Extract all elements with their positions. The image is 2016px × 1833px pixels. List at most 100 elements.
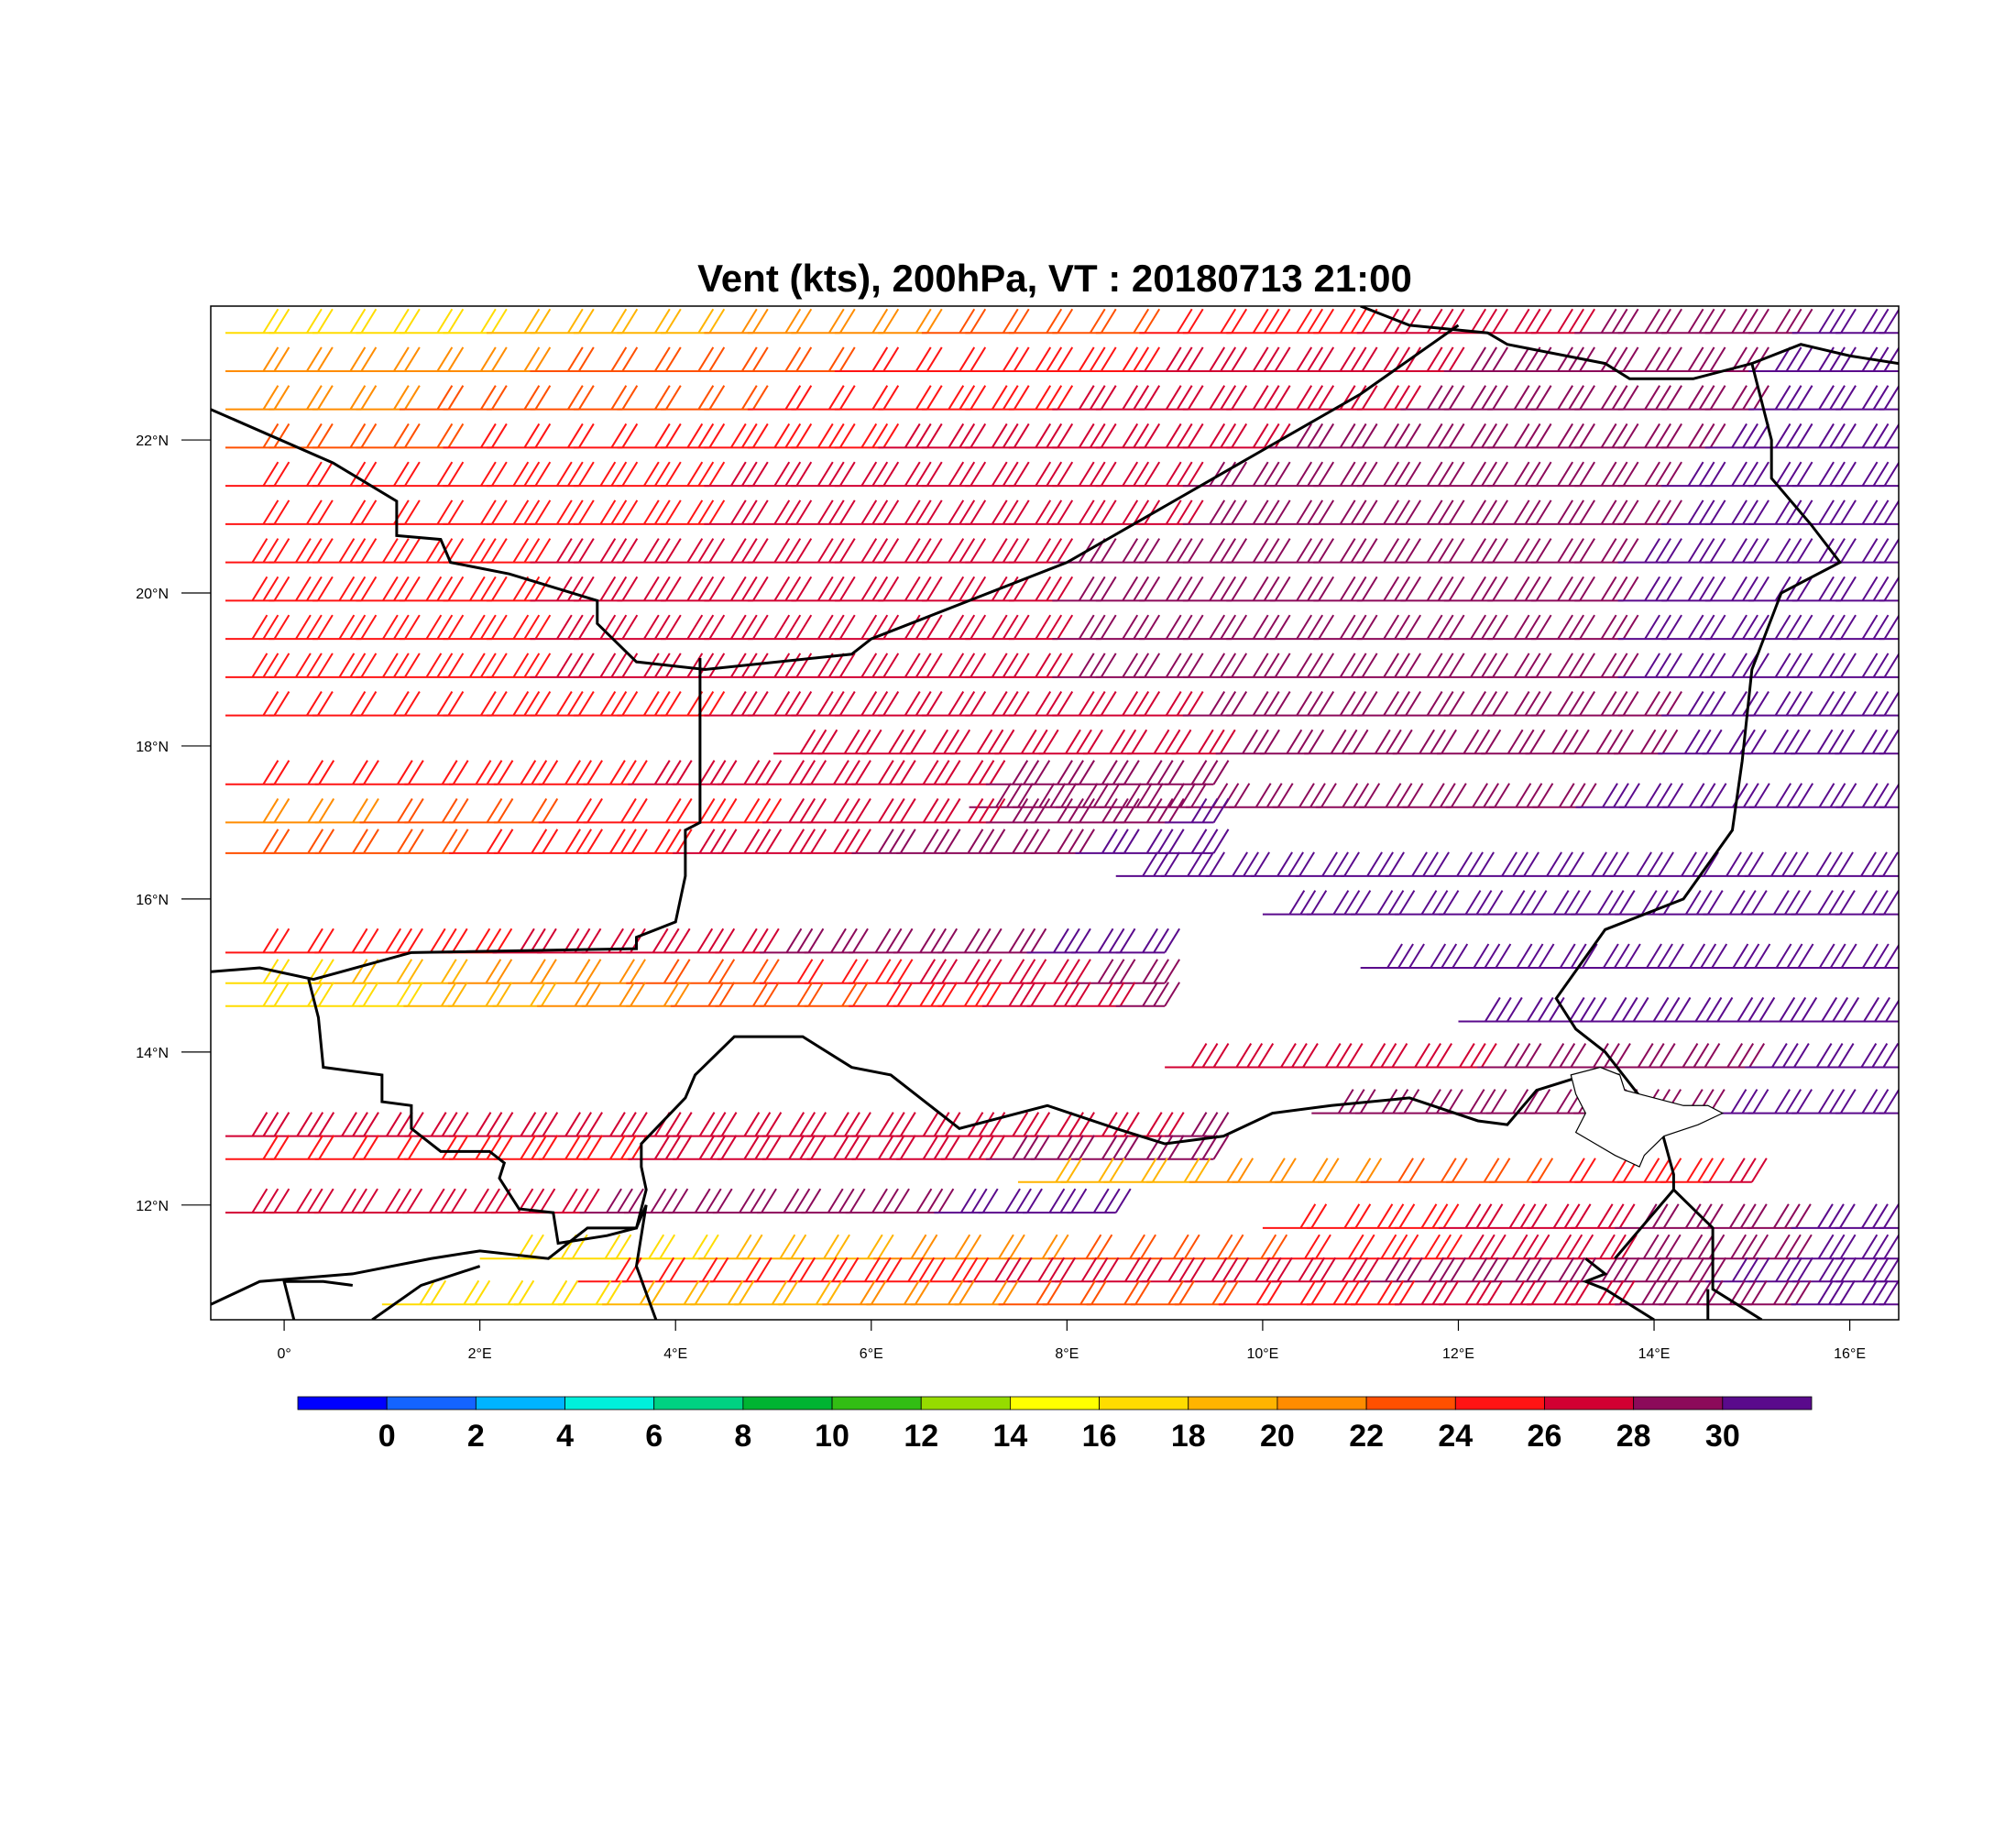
wind-barb [225,423,290,449]
wind-barb [717,1135,783,1160]
wind-barb [1879,446,1899,449]
wind-barb [493,797,559,824]
wind-barb [1835,614,1899,641]
wind-barb [866,1279,931,1306]
wind-barb [1574,691,1639,717]
wind-barb [1139,576,1204,602]
wind-barb [628,829,693,854]
wind-barb [1615,1279,1680,1306]
wind-barb [443,308,508,335]
wind-barb [1571,1203,1636,1229]
wind-barb [1262,890,1328,916]
wind-barb [403,959,468,984]
wind-barb [1834,1043,1899,1069]
wind-barb [1574,653,1639,678]
wind-barb [443,576,508,602]
wind-barb [1356,385,1422,411]
lon-tick-label: 10°E [1246,1346,1278,1362]
wind-barb [921,308,987,335]
wind-barb [712,1188,777,1214]
wind-barb [1747,890,1812,916]
wind-barb [1447,943,1512,970]
wind-barb [937,982,1003,1007]
lat-tick-label: 18°N [136,740,169,755]
wind-barb [573,461,639,488]
wind-barb [1576,943,1641,970]
wind-barb [717,797,783,824]
wind-barb [1008,653,1074,678]
wind-barb [1313,308,1378,335]
wind-barb [1139,538,1204,564]
wind-barb [573,499,639,525]
wind-barb [1313,576,1378,602]
wind-barb [717,760,783,785]
wind-barb [1487,385,1552,411]
wind-barb [1400,461,1465,488]
wind-barb [660,308,726,335]
wind-barb [1614,729,1679,755]
wind-barb [1351,1279,1416,1306]
country-border [211,657,702,982]
wind-barb [1209,1043,1275,1069]
wind-barb [225,797,290,824]
wind-barb [1146,1158,1211,1183]
wind-barb [1313,461,1378,488]
wind-barb [225,927,290,954]
wind-barb [834,385,900,411]
lon-tick-label: 16°E [1834,1346,1866,1362]
wind-barb [1317,1158,1383,1183]
wind-barb [1574,308,1639,335]
wind-barb [1179,1234,1244,1260]
wind-barb [1660,1158,1725,1183]
country-border [282,1279,354,1320]
wind-barb [1521,1043,1587,1069]
wind-barb [443,461,508,488]
wind-barb [356,538,421,564]
wind-barb [1011,1257,1077,1283]
wind-barb [1115,927,1180,954]
wind-barb [617,346,682,372]
wind-barb [1313,653,1378,678]
wind-barb [1130,1279,1195,1306]
wind-barb [1661,653,1726,678]
wind-barb [268,308,334,335]
wind-barb [817,729,882,755]
wind-barb [921,346,987,372]
wind-barb [893,927,959,954]
wind-barb [1789,851,1854,877]
wind-barb [1042,1279,1107,1306]
wind-barb [1487,423,1552,449]
wind-barb [1749,943,1814,970]
wind-barb [314,760,379,785]
wind-barb [1617,346,1682,372]
wind-barb [1616,1234,1682,1260]
wind-barb [670,959,736,984]
wind-barb [1704,653,1769,678]
colorbar-label: 8 [734,1419,751,1454]
wind-barb [1343,1043,1408,1069]
wind-barb [1356,308,1422,335]
wind-barb [1095,614,1161,641]
wind-barb [747,308,813,335]
wind-barb [1095,346,1161,372]
wind-barb [1269,691,1335,717]
wind-barb [469,1279,535,1306]
wind-barb [1012,783,1078,808]
wind-barb [1067,1188,1132,1214]
wind-barb [356,653,421,678]
wind-barb [1661,614,1726,641]
wind-barb [1269,423,1335,449]
wind-barb [1489,783,1554,808]
wind-barb [804,982,869,1007]
wind-barb [849,959,914,984]
wind-barb [981,927,1047,954]
wind-barb [1487,653,1552,678]
wind-barb [314,797,379,824]
wind-barb [1052,346,1117,372]
wind-barb [1232,1158,1297,1183]
wind-barb [1618,1257,1683,1283]
wind-barb [1182,576,1248,602]
wind-barb [1835,308,1899,335]
wind-barb [1385,851,1450,877]
wind-barb [1008,385,1074,411]
